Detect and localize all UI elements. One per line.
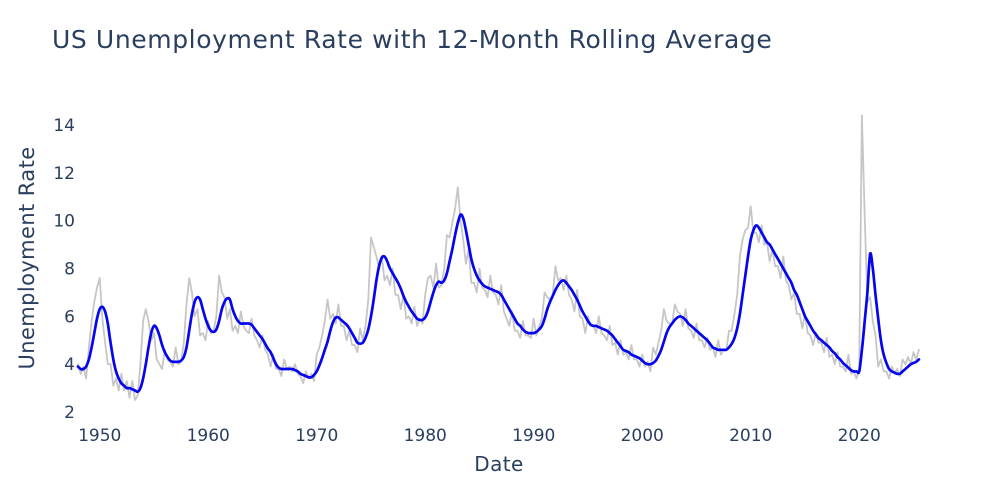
y-tick-label: 2 [64, 403, 75, 423]
y-tick-label: 4 [64, 355, 75, 375]
raw-unemployment-line [77, 114, 920, 401]
x-axis-title: Date [474, 452, 524, 476]
y-tick-label: 6 [64, 307, 75, 327]
y-tick-label: 12 [53, 164, 75, 184]
y-tick-label: 8 [64, 260, 75, 280]
y-tick-label: 14 [53, 116, 75, 136]
x-tick-label: 1990 [512, 426, 555, 446]
rolling-average-line [76, 213, 921, 394]
x-tick-label: 2020 [838, 426, 881, 446]
x-tick-label: 2000 [621, 426, 664, 446]
chart-title: US Unemployment Rate with 12-Month Rolli… [52, 25, 773, 54]
x-tick-label: 2010 [729, 426, 772, 446]
x-tick-label: 1950 [78, 426, 121, 446]
y-tick-label: 10 [53, 212, 75, 232]
x-tick-label: 1980 [404, 426, 447, 446]
x-tick-label: 1960 [187, 426, 230, 446]
x-tick-label: 1970 [295, 426, 338, 446]
